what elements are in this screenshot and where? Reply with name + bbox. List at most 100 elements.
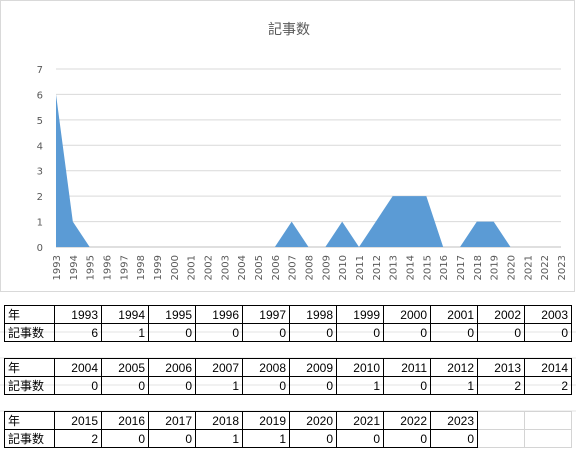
count-cell[interactable]: 0: [383, 323, 431, 342]
year-cell[interactable]: 2021: [336, 411, 384, 430]
row-label-count[interactable]: 記事数: [4, 376, 55, 395]
count-cell[interactable]: 0: [524, 323, 572, 342]
year-cell[interactable]: 2008: [242, 358, 290, 377]
count-cell[interactable]: 0: [148, 429, 196, 448]
x-tick-label: 2014: [406, 255, 417, 280]
x-tick-label: 2023: [557, 255, 568, 280]
x-tick-label: 2017: [456, 255, 467, 280]
year-cell[interactable]: 2018: [195, 411, 243, 430]
year-cell[interactable]: 2001: [430, 305, 478, 324]
count-cell[interactable]: 0: [289, 323, 337, 342]
count-cell[interactable]: 0: [54, 376, 102, 395]
y-tick-label: 5: [37, 116, 43, 127]
year-cell[interactable]: 2019: [242, 411, 290, 430]
x-tick-label: 2013: [389, 255, 400, 280]
y-tick-label: 4: [37, 141, 43, 152]
year-cell[interactable]: 2011: [383, 358, 431, 377]
year-cell[interactable]: 2000: [383, 305, 431, 324]
count-cell[interactable]: 2: [54, 429, 102, 448]
count-cell[interactable]: 1: [336, 376, 384, 395]
count-cell[interactable]: 1: [430, 376, 478, 395]
count-cell[interactable]: 0: [477, 323, 525, 342]
year-cell[interactable]: 2009: [289, 358, 337, 377]
row-label-year[interactable]: 年: [4, 411, 55, 430]
count-cell[interactable]: 0: [242, 376, 290, 395]
count-cell[interactable]: 2: [477, 376, 525, 395]
x-tick-label: 2016: [439, 255, 450, 280]
x-tick-label: 2006: [271, 255, 282, 280]
empty-cell[interactable]: [524, 411, 572, 430]
year-cell[interactable]: 2005: [101, 358, 149, 377]
y-tick-label: 0: [37, 243, 43, 254]
x-tick-label: 2015: [422, 255, 433, 280]
year-cell[interactable]: 1996: [195, 305, 243, 324]
y-tick-label: 1: [37, 218, 43, 229]
x-tick-label: 1993: [52, 255, 63, 280]
year-cell[interactable]: 2015: [54, 411, 102, 430]
count-cell[interactable]: 0: [383, 429, 431, 448]
chart-title: 記事数: [268, 21, 310, 38]
x-tick-label: 2001: [187, 255, 198, 280]
year-cell[interactable]: 2012: [430, 358, 478, 377]
year-cell[interactable]: 2002: [477, 305, 525, 324]
x-tick-label: 2003: [220, 255, 231, 280]
count-cell[interactable]: 1: [101, 323, 149, 342]
year-cell[interactable]: 2007: [195, 358, 243, 377]
year-cell[interactable]: 2003: [524, 305, 572, 324]
count-cell[interactable]: 2: [524, 376, 572, 395]
chart-gridlines: [56, 68, 561, 248]
x-tick-label: 1995: [86, 255, 97, 280]
count-cell[interactable]: 6: [54, 323, 102, 342]
count-cell[interactable]: 1: [195, 376, 243, 395]
year-cell[interactable]: 1995: [148, 305, 196, 324]
count-cell[interactable]: 0: [148, 323, 196, 342]
count-cell[interactable]: 1: [242, 429, 290, 448]
count-cell[interactable]: 0: [242, 323, 290, 342]
empty-cell[interactable]: [477, 411, 525, 430]
year-cell[interactable]: 1994: [101, 305, 149, 324]
row-label-year[interactable]: 年: [4, 358, 55, 377]
year-cell[interactable]: 2014: [524, 358, 572, 377]
count-cell[interactable]: 0: [289, 429, 337, 448]
x-tick-label: 1999: [153, 255, 164, 280]
year-cell[interactable]: 2006: [148, 358, 196, 377]
x-tick-label: 2018: [473, 255, 484, 280]
year-cell[interactable]: 1997: [242, 305, 290, 324]
table-row-year: 年 1993 1994 1995 1996 1997 1998 1999 2000 2001 200…: [4, 305, 572, 324]
row-label-year[interactable]: 年: [4, 305, 55, 324]
year-cell[interactable]: 2010: [336, 358, 384, 377]
year-cell[interactable]: 1993: [54, 305, 102, 324]
count-cell[interactable]: 0: [289, 376, 337, 395]
count-cell[interactable]: 0: [383, 376, 431, 395]
empty-cell[interactable]: [524, 429, 572, 448]
year-cell[interactable]: 2022: [383, 411, 431, 430]
year-cell[interactable]: 2016: [101, 411, 149, 430]
year-cell[interactable]: 2004: [54, 358, 102, 377]
row-label-count[interactable]: 記事数: [4, 323, 55, 342]
year-cell[interactable]: 1998: [289, 305, 337, 324]
count-cell[interactable]: 0: [101, 376, 149, 395]
count-cell[interactable]: 0: [336, 323, 384, 342]
x-tick-label: 2011: [355, 255, 366, 280]
year-cell[interactable]: 2017: [148, 411, 196, 430]
y-axis-ticks: 0 1 2 3 4 5 6 7: [37, 65, 43, 254]
count-cell[interactable]: 1: [195, 429, 243, 448]
y-tick-label: 3: [37, 167, 43, 178]
count-cell[interactable]: 0: [430, 323, 478, 342]
x-tick-label: 2002: [204, 255, 215, 280]
count-cell[interactable]: 0: [336, 429, 384, 448]
table-row-count: 記事数 6 1 0 0 0 0 0 0 0 0 0: [4, 323, 572, 342]
year-cell[interactable]: 1999: [336, 305, 384, 324]
row-label-count[interactable]: 記事数: [4, 429, 55, 448]
year-cell[interactable]: 2013: [477, 358, 525, 377]
year-cell[interactable]: 2023: [430, 411, 478, 430]
count-cell[interactable]: 0: [430, 429, 478, 448]
empty-cell[interactable]: [477, 429, 525, 448]
count-cell[interactable]: 0: [101, 429, 149, 448]
count-cell[interactable]: 0: [195, 323, 243, 342]
count-cell[interactable]: 0: [148, 376, 196, 395]
year-cell[interactable]: 2020: [289, 411, 337, 430]
table-row-year: 年 2004 2005 2006 2007 2008 2009 2010 2011 2012 201…: [4, 358, 572, 377]
